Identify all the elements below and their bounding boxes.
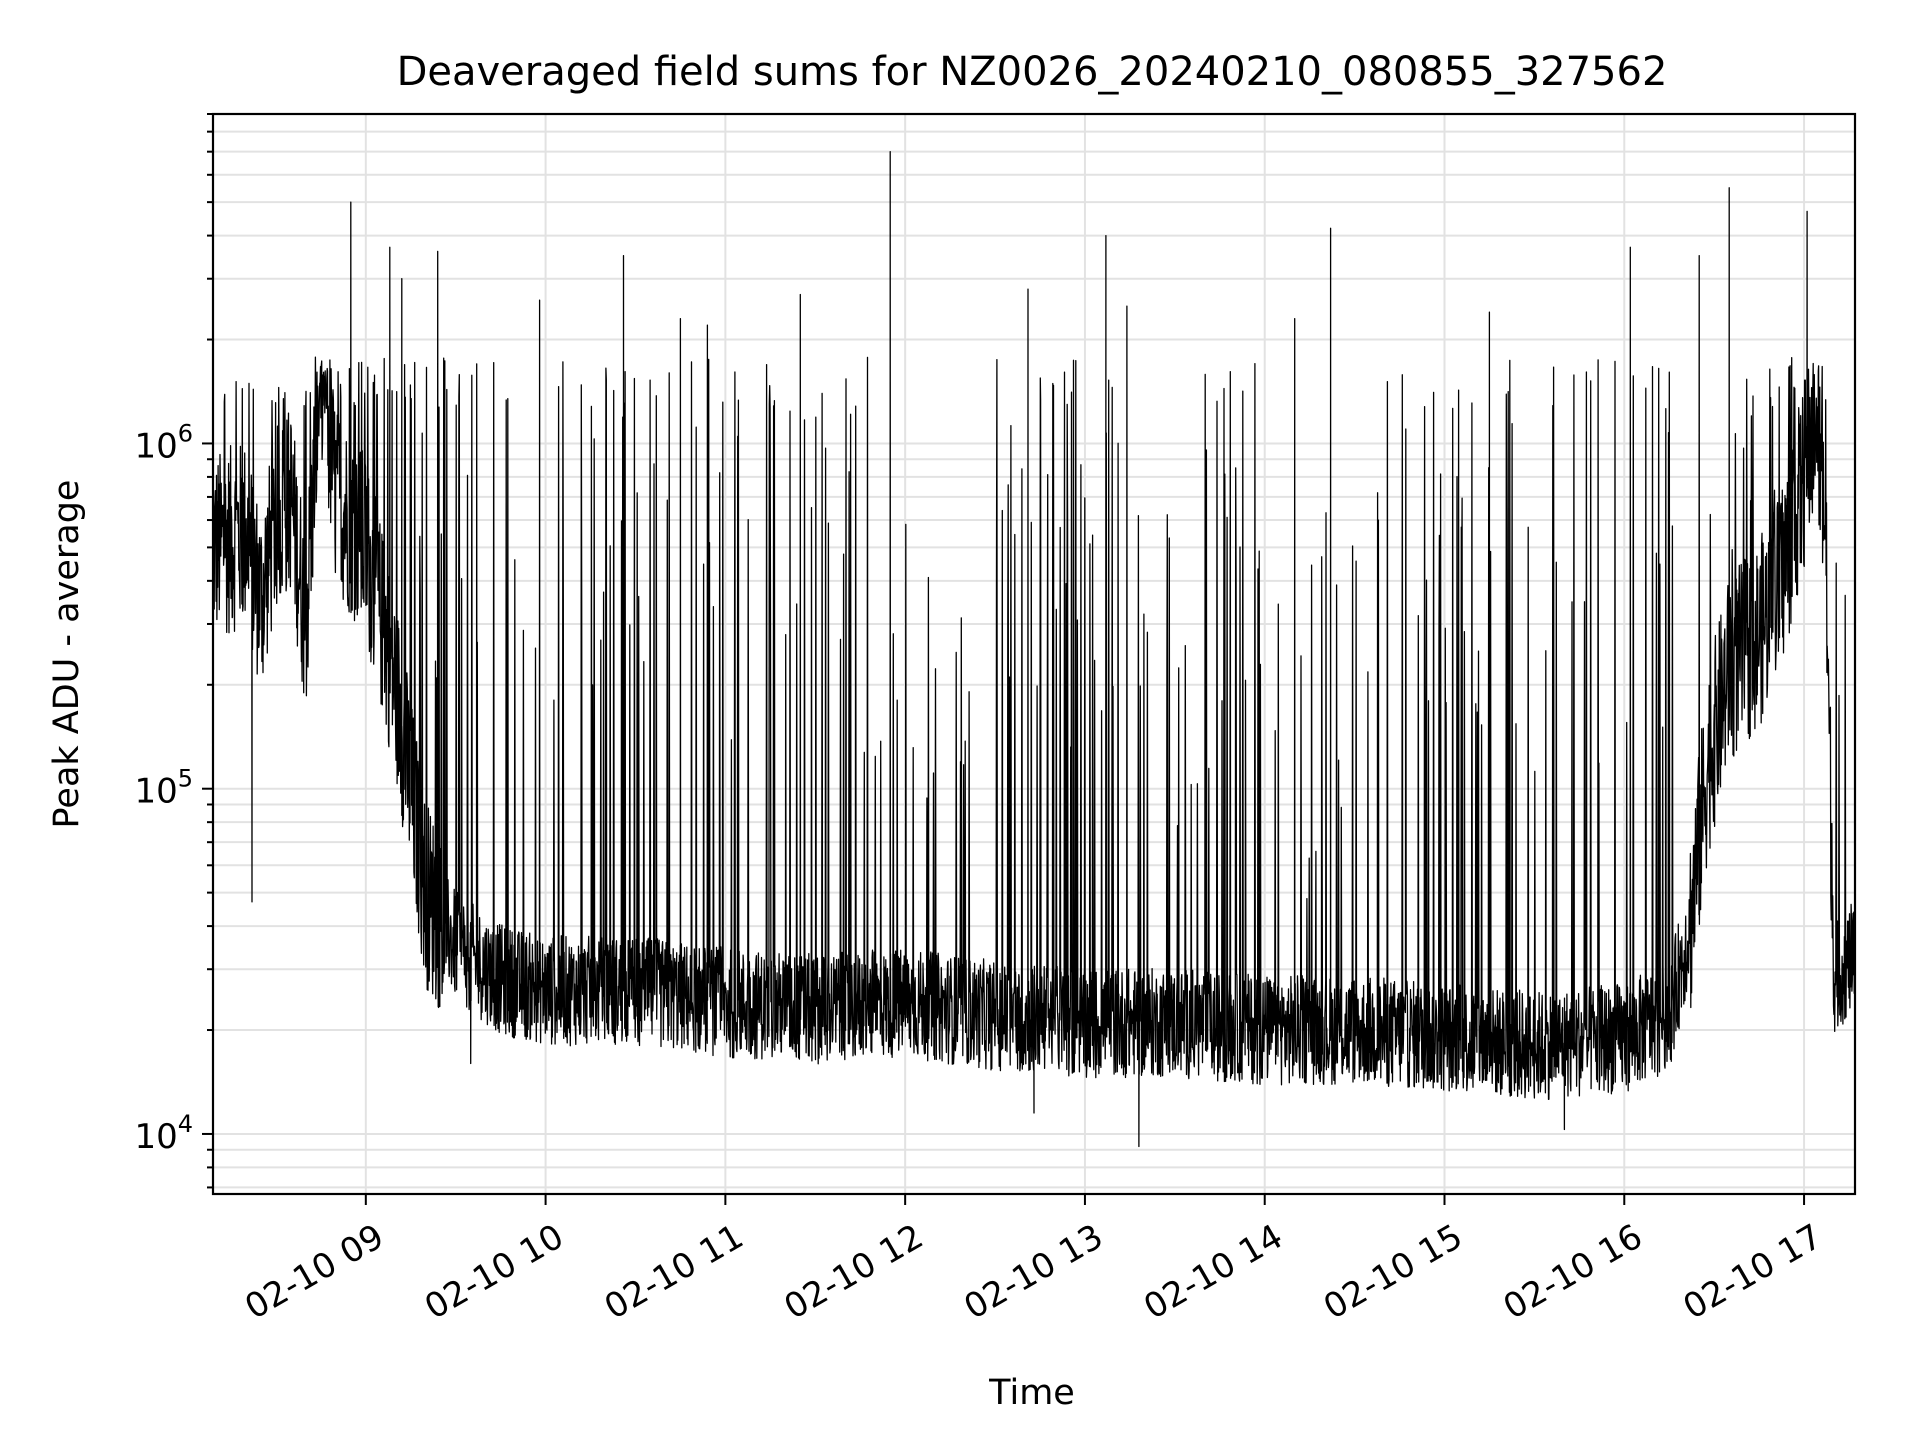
y-axis-label: Peak ADU - average xyxy=(47,480,87,829)
data-series xyxy=(212,151,1856,1148)
y-tick-label: 105 xyxy=(134,765,193,812)
grid xyxy=(213,113,1855,1194)
plot-frame xyxy=(211,112,1857,1196)
series-line xyxy=(212,151,1856,1148)
y-axis: 104 105 106 xyxy=(134,113,213,1189)
x-axis-label: Time xyxy=(988,1373,1075,1413)
chart-title: Deaveraged field sums for NZ0026_2024021… xyxy=(397,49,1668,95)
y-tick-label: 106 xyxy=(134,419,193,466)
y-tick-label: 104 xyxy=(134,1110,193,1157)
